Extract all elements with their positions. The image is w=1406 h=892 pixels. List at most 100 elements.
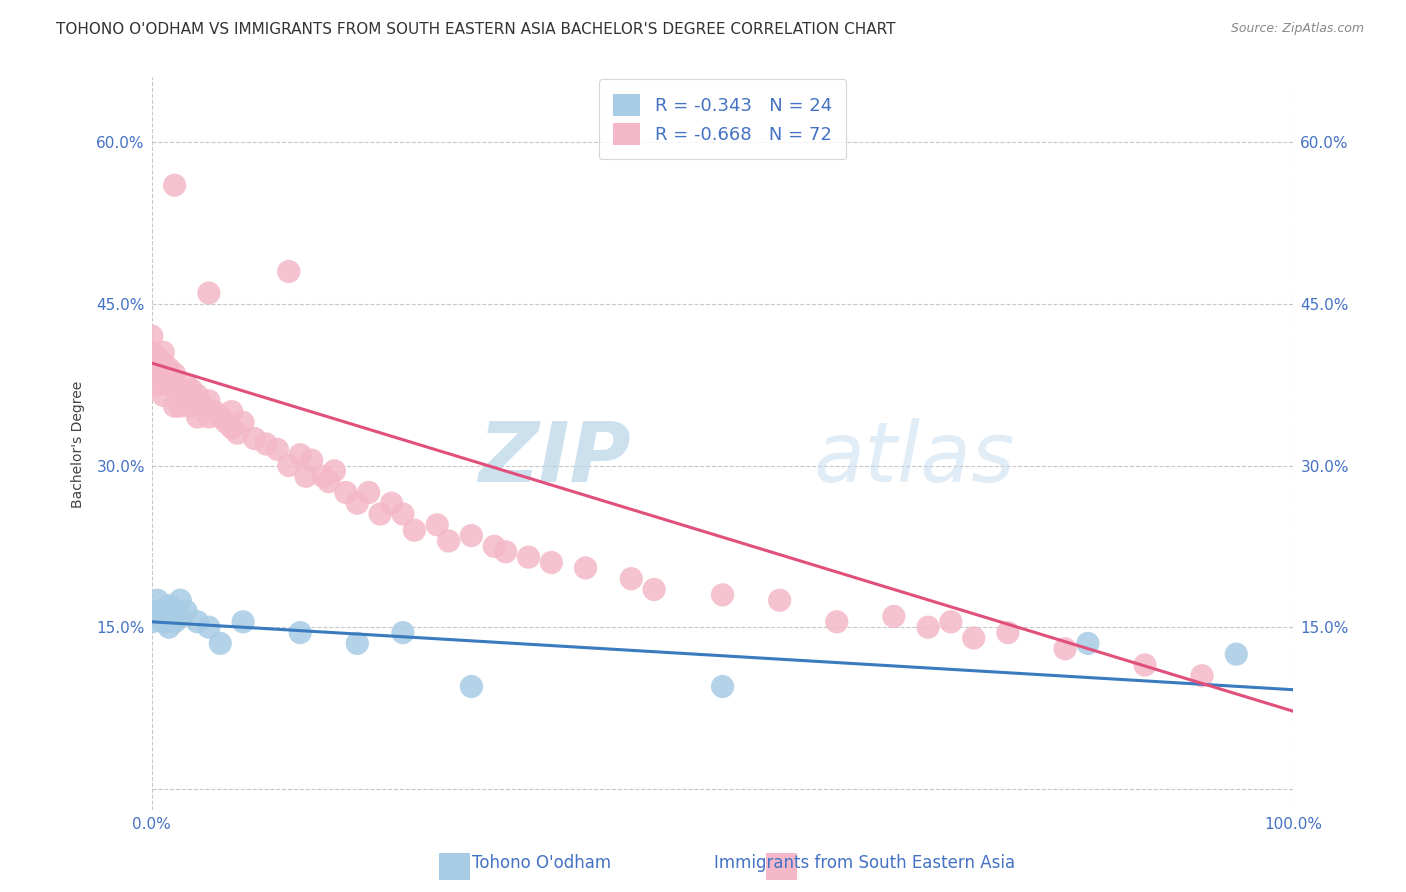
Point — [517, 550, 540, 565]
Point — [198, 409, 221, 424]
Point — [163, 399, 186, 413]
Text: Immigrants from South Eastern Asia: Immigrants from South Eastern Asia — [714, 855, 1015, 872]
Point — [146, 593, 169, 607]
Point — [186, 409, 208, 424]
Point — [426, 517, 449, 532]
Point — [404, 523, 426, 537]
Point — [232, 416, 254, 430]
Point — [540, 556, 562, 570]
Point — [1054, 641, 1077, 656]
Point — [997, 625, 1019, 640]
Point — [157, 377, 180, 392]
Point — [146, 377, 169, 392]
Point — [484, 540, 506, 554]
Point — [226, 426, 249, 441]
Point — [152, 609, 174, 624]
Point — [825, 615, 848, 629]
Point — [357, 485, 380, 500]
Point — [169, 383, 191, 397]
Point — [312, 469, 335, 483]
Point — [157, 620, 180, 634]
Point — [169, 593, 191, 607]
Y-axis label: Bachelor's Degree: Bachelor's Degree — [72, 380, 86, 508]
Point — [186, 388, 208, 402]
Point — [169, 609, 191, 624]
Point — [163, 367, 186, 381]
Point — [392, 625, 415, 640]
Point — [152, 345, 174, 359]
Point — [460, 528, 482, 542]
Point — [221, 404, 243, 418]
Point — [163, 178, 186, 193]
Text: Tohono O'odham: Tohono O'odham — [472, 855, 610, 872]
Point — [141, 615, 163, 629]
Point — [141, 356, 163, 370]
Point — [146, 351, 169, 365]
Point — [180, 383, 202, 397]
Point — [1133, 657, 1156, 672]
Point — [152, 388, 174, 402]
Point — [290, 448, 312, 462]
Point — [152, 356, 174, 370]
Point — [335, 485, 357, 500]
Text: atlas: atlas — [814, 418, 1015, 500]
Point — [163, 377, 186, 392]
Point — [574, 561, 596, 575]
Point — [169, 399, 191, 413]
Point — [243, 432, 266, 446]
Point — [232, 615, 254, 629]
Point — [711, 680, 734, 694]
Point — [1077, 636, 1099, 650]
Point — [141, 345, 163, 359]
Point — [883, 609, 905, 624]
Point — [174, 393, 197, 408]
Legend: R = -0.343   N = 24, R = -0.668   N = 72: R = -0.343 N = 24, R = -0.668 N = 72 — [599, 79, 846, 160]
Point — [163, 615, 186, 629]
Point — [157, 361, 180, 376]
Point — [209, 409, 232, 424]
Point — [146, 604, 169, 618]
Point — [495, 545, 517, 559]
Point — [1225, 647, 1247, 661]
Point — [917, 620, 939, 634]
Point — [346, 636, 368, 650]
Point — [157, 609, 180, 624]
Point — [963, 631, 986, 645]
Point — [186, 615, 208, 629]
Point — [460, 680, 482, 694]
Text: Source: ZipAtlas.com: Source: ZipAtlas.com — [1230, 22, 1364, 36]
Point — [277, 264, 299, 278]
Point — [152, 372, 174, 386]
Point — [368, 507, 391, 521]
Point — [198, 620, 221, 634]
Point — [174, 604, 197, 618]
Point — [215, 416, 238, 430]
Point — [254, 437, 277, 451]
Point — [174, 377, 197, 392]
Point — [191, 399, 214, 413]
Point — [152, 615, 174, 629]
Point — [180, 399, 202, 413]
Point — [318, 475, 340, 489]
Point — [209, 636, 232, 650]
Point — [711, 588, 734, 602]
Point — [290, 625, 312, 640]
Point — [323, 464, 346, 478]
Point — [1191, 669, 1213, 683]
Point — [198, 393, 221, 408]
Point — [769, 593, 792, 607]
Point — [939, 615, 962, 629]
Point — [141, 367, 163, 381]
Text: ZIP: ZIP — [478, 418, 631, 500]
Point — [266, 442, 288, 457]
Text: TOHONO O'ODHAM VS IMMIGRANTS FROM SOUTH EASTERN ASIA BACHELOR'S DEGREE CORRELATI: TOHONO O'ODHAM VS IMMIGRANTS FROM SOUTH … — [56, 22, 896, 37]
Point — [204, 404, 226, 418]
Point — [277, 458, 299, 473]
Point — [643, 582, 665, 597]
Point — [163, 609, 186, 624]
Point — [392, 507, 415, 521]
Point — [380, 496, 402, 510]
Point — [295, 469, 318, 483]
Point — [437, 533, 460, 548]
Point — [620, 572, 643, 586]
